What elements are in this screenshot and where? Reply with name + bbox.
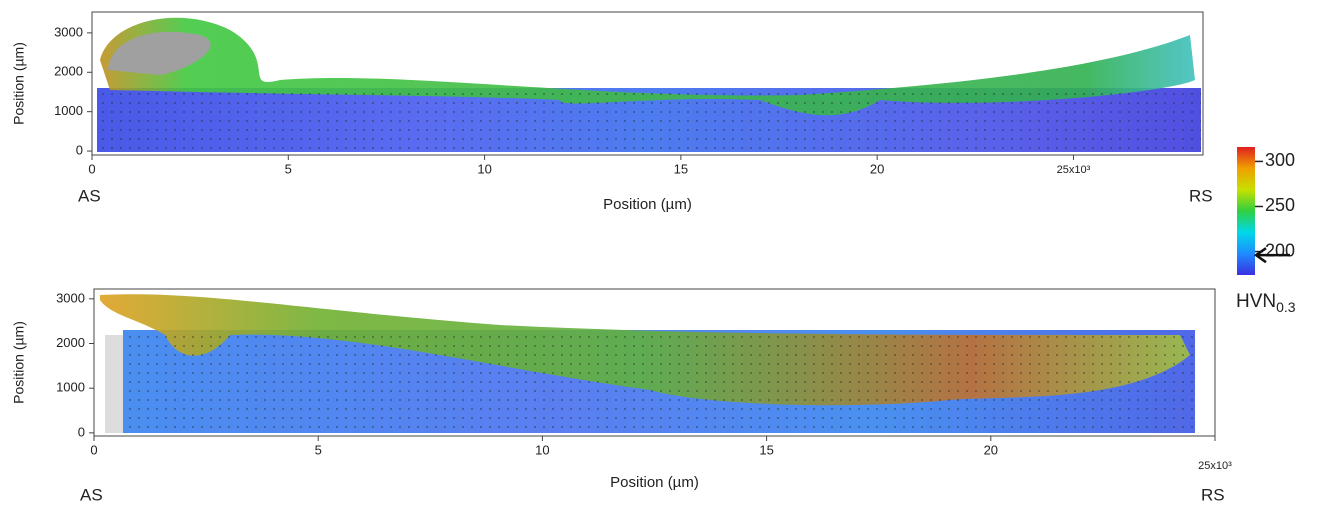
- colorbar-label-sub: 0.3: [1276, 299, 1296, 315]
- x-tick-label: 20: [984, 442, 998, 457]
- x-tick-label: 20: [870, 161, 884, 176]
- x-tick-label: 25x10³: [1057, 164, 1091, 176]
- y-axis-label: Position (µm): [11, 321, 27, 404]
- x-tick-label: 10: [477, 161, 491, 176]
- y-tick-label: 1000: [54, 103, 83, 118]
- x-tick-label: 5: [315, 442, 322, 457]
- colorbar-tick-label: 200: [1265, 240, 1295, 260]
- colorbar-marker: [1253, 247, 1290, 264]
- y-tick-label: 0: [76, 142, 83, 157]
- x-axis-label: Position (µm): [610, 474, 699, 491]
- plot-frame: [93, 288, 1216, 437]
- side-label: RS: [1189, 186, 1213, 205]
- y-tick-label: 1000: [56, 380, 85, 395]
- side-label: AS: [78, 186, 101, 205]
- colorbar-label: HVN0.3: [1236, 291, 1296, 315]
- side-label: AS: [80, 485, 103, 504]
- colorbar-tick-label: 250: [1265, 195, 1295, 215]
- map-bottom: [100, 294, 1195, 433]
- x-tick-label: 15: [759, 442, 773, 457]
- y-tick-label: 2000: [56, 335, 85, 350]
- x-tick-label: 10: [535, 442, 549, 457]
- y-axis-label: Position (µm): [11, 42, 27, 125]
- colorbar-label-main: HVN: [1236, 291, 1276, 312]
- colorbar-tick-label: 300: [1265, 150, 1295, 170]
- colorbar: [1237, 147, 1255, 275]
- side-label: RS: [1201, 485, 1225, 504]
- y-tick-label: 3000: [54, 24, 83, 39]
- y-tick-label: 2000: [54, 64, 83, 79]
- y-tick-label: 0: [78, 424, 85, 439]
- y-tick-label: 3000: [56, 290, 85, 305]
- x-tick-label: 5: [285, 161, 292, 176]
- x-tick-label: 0: [88, 161, 95, 176]
- plot-frame: [91, 11, 1204, 156]
- map-top: [97, 17, 1201, 152]
- x-tick-label: 25x10³: [1198, 460, 1232, 472]
- x-axis-label: Position (µm): [603, 196, 692, 213]
- x-tick-label: 0: [90, 442, 97, 457]
- x-tick-label: 15: [674, 161, 688, 176]
